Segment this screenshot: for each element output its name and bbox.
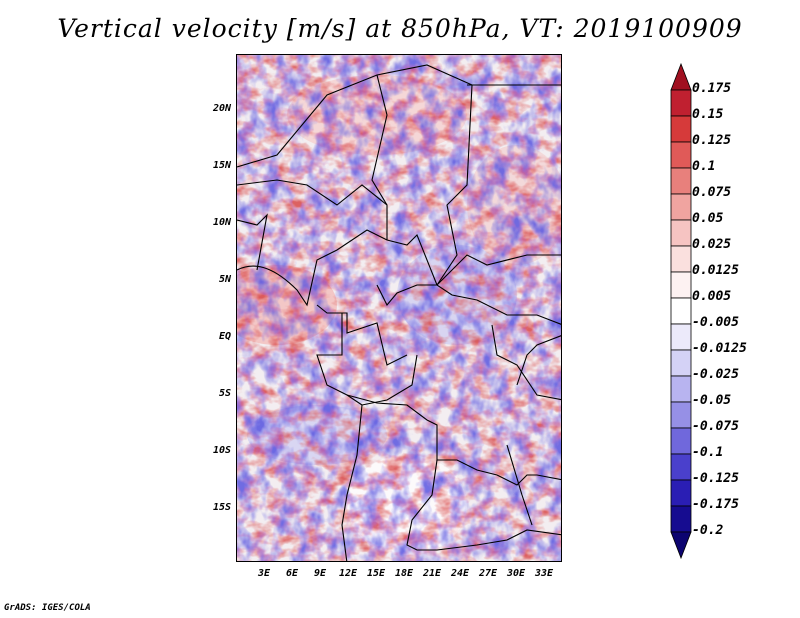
lon-label: 33E (534, 568, 554, 579)
colorbar-cell (670, 219, 692, 247)
colorbar-cells (670, 62, 692, 560)
colorbar-cell (670, 297, 692, 325)
lon-label: 3E (257, 568, 271, 579)
chart-title: Vertical velocity [m/s] at 850hPa, VT: 2… (57, 14, 743, 43)
lon-label: 24E (450, 568, 470, 579)
colorbar-cell (670, 401, 692, 429)
colorbar-cell (670, 62, 692, 91)
lat-label: 10S (212, 445, 231, 456)
lat-label: 10N (212, 217, 231, 228)
colorbar-label: 0.005 (692, 289, 732, 304)
colorbar-cell (670, 453, 692, 481)
lat-label: EQ (218, 331, 231, 342)
colorbar-cell (670, 167, 692, 195)
colorbar-label: -0.075 (692, 419, 739, 434)
colorbar-label: 0.0125 (692, 263, 739, 278)
colorbar-label: 0.1 (692, 159, 716, 174)
colorbar-label: 0.075 (692, 185, 732, 200)
colorbar-label: 0.025 (692, 237, 732, 252)
colorbar-label: 0.05 (692, 211, 724, 226)
lon-label: 27E (478, 568, 498, 579)
colorbar-label: -0.2 (692, 523, 724, 538)
colorbar-label: -0.175 (692, 497, 739, 512)
lat-label: 5N (218, 274, 231, 285)
colorbar-label: -0.1 (692, 445, 724, 460)
colorbar-label: -0.025 (692, 367, 739, 382)
map-panel (236, 54, 562, 562)
lon-label: 18E (394, 568, 414, 579)
colorbar-label: -0.0125 (692, 341, 747, 356)
lon-label: 30E (506, 568, 526, 579)
colorbar-label: -0.005 (692, 315, 739, 330)
colorbar-cell (670, 141, 692, 169)
colorbar-cell (670, 505, 692, 533)
colorbar-cell (670, 193, 692, 221)
lon-label: 9E (313, 568, 327, 579)
colorbar-cell (670, 349, 692, 377)
colorbar (670, 62, 692, 560)
lat-label: 5S (218, 388, 231, 399)
colorbar-cell (670, 271, 692, 299)
colorbar-cell (670, 479, 692, 507)
colorbar-cell (670, 115, 692, 143)
colorbar-label: 0.15 (692, 107, 724, 122)
velocity-field (237, 55, 561, 561)
lon-label: 12E (338, 568, 358, 579)
colorbar-label: 0.175 (692, 81, 732, 96)
lat-label: 15N (212, 160, 231, 171)
footer-credit: GrADS: IGES/COLA (4, 603, 91, 613)
colorbar-cell (670, 531, 692, 560)
lon-label: 15E (366, 568, 386, 579)
colorbar-cell (670, 323, 692, 351)
colorbar-cell (670, 89, 692, 117)
lat-label: 15S (212, 502, 231, 513)
colorbar-cell (670, 375, 692, 403)
lon-label: 21E (422, 568, 442, 579)
lon-label: 6E (285, 568, 299, 579)
colorbar-cell (670, 245, 692, 273)
colorbar-label: 0.125 (692, 133, 732, 148)
lat-label: 20N (212, 103, 231, 114)
colorbar-cell (670, 427, 692, 455)
colorbar-label: -0.05 (692, 393, 732, 408)
colorbar-label: -0.125 (692, 471, 739, 486)
